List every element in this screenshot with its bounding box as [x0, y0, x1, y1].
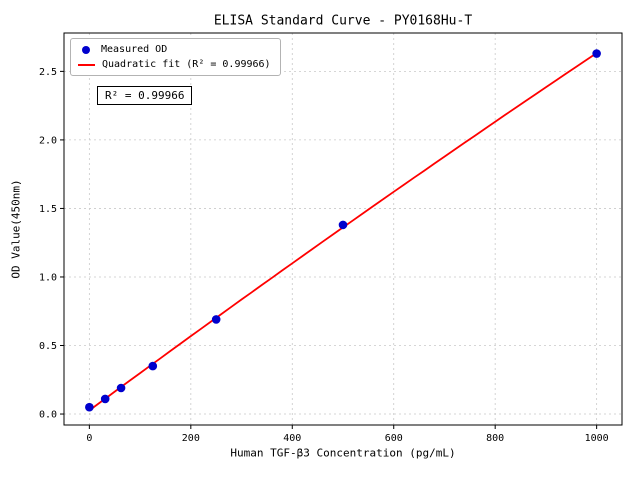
scatter-marker-icon — [82, 45, 90, 54]
legend-item-measured-od: Measured OD — [78, 44, 271, 55]
line-marker-icon — [78, 63, 95, 66]
x-tick-label: 1000 — [585, 433, 609, 444]
x-tick-label: 800 — [486, 433, 504, 444]
legend: Measured OD Quadratic fit (R² = 0.99966) — [70, 38, 281, 76]
data-point — [100, 394, 110, 404]
legend-label-measured-od: Measured OD — [101, 44, 168, 55]
y-tick-label: 0.5 — [39, 341, 57, 352]
data-point — [85, 402, 94, 412]
y-tick-label: 2.0 — [39, 135, 57, 146]
y-tick-label: 1.0 — [39, 272, 57, 283]
x-tick-label: 600 — [385, 433, 403, 444]
data-point — [148, 361, 158, 371]
y-axis-label: OD Value(450nm) — [9, 179, 23, 279]
data-point — [338, 220, 348, 230]
x-axis-label: Human TGF-β3 Concentration (pg/mL) — [230, 446, 456, 460]
legend-item-quadratic-fit: Quadratic fit (R² = 0.99966) — [78, 59, 271, 70]
y-tick-label: 0.0 — [39, 410, 57, 421]
legend-label-quadratic-fit: Quadratic fit (R² = 0.99966) — [102, 59, 271, 70]
x-tick-label: 0 — [86, 433, 92, 444]
r-squared-annotation: R² = 0.99966 — [97, 86, 193, 105]
y-tick-label: 1.5 — [39, 204, 57, 215]
y-tick-label: 2.5 — [39, 67, 57, 78]
x-tick-label: 400 — [283, 433, 301, 444]
data-point — [116, 383, 126, 393]
data-point — [592, 49, 601, 58]
x-tick-label: 200 — [182, 433, 200, 444]
chart-title: ELISA Standard Curve - PY0168Hu-T — [213, 13, 473, 29]
axes-frame — [63, 32, 623, 426]
data-point — [211, 315, 221, 324]
quadratic-fit-line — [88, 52, 598, 412]
